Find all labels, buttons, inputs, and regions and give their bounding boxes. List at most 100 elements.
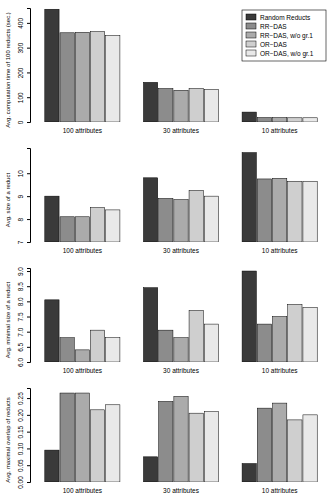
axis-title: Avg. maximal overlap of reducts: [5, 397, 11, 482]
tick-mark: [27, 347, 30, 348]
y-axis: 0 100 200 300 400: [17, 9, 31, 125]
bar: [257, 324, 271, 362]
bar: [303, 415, 317, 482]
category-label: 10 attributes: [262, 367, 299, 374]
category-label: 10 attributes: [262, 487, 299, 494]
tick: 300: [17, 42, 30, 53]
tick: 0.05: [17, 459, 30, 472]
tick: 7: [17, 240, 30, 244]
category-label: 30 attributes: [163, 487, 200, 494]
bars: [45, 393, 317, 482]
legend-label: OR−DAS, w/o gr.1: [260, 50, 314, 58]
tick: 0.10: [17, 442, 30, 455]
tick: 10: [17, 170, 30, 178]
axis-title: Avg. size of a reduct: [5, 173, 11, 228]
panel: 6.06.57.07.58.08.59.0Avg. minimal size o…: [5, 267, 318, 374]
legend-swatch: [246, 41, 256, 47]
tick-label: 0: [17, 120, 24, 124]
bar: [189, 310, 203, 362]
tick-label: 100: [17, 92, 24, 103]
bar: [242, 153, 256, 242]
bar: [143, 82, 157, 122]
bar: [45, 196, 59, 242]
bar: [106, 338, 120, 362]
tick: 8.5: [17, 282, 30, 291]
tick-mark: [27, 465, 30, 466]
tick-label: 9: [17, 194, 24, 198]
tick-label: 300: [17, 42, 24, 53]
tick-label: 8.5: [17, 282, 24, 291]
bar: [90, 208, 104, 242]
tick-mark: [27, 48, 30, 49]
category: 100 attributes: [63, 122, 103, 134]
axis-line: [27, 269, 31, 363]
category: 30 attributes: [163, 122, 200, 134]
bar: [90, 32, 104, 122]
bar: [273, 178, 287, 242]
tick-label: 10: [17, 170, 24, 178]
category: 100 attributes: [63, 242, 103, 254]
legend-swatch: [246, 14, 256, 20]
legend-label: OR−DAS: [260, 41, 288, 48]
tick: 6.0: [17, 358, 30, 367]
tick-mark: [27, 286, 30, 287]
bars: [45, 271, 317, 362]
bar: [204, 324, 218, 362]
bar: [257, 408, 271, 482]
bar: [204, 412, 218, 483]
bar: [106, 35, 120, 122]
bars: [45, 9, 317, 122]
legend-box: [242, 10, 326, 61]
tick: 200: [17, 67, 30, 78]
bar: [45, 300, 59, 362]
tick-label: 0.25: [17, 392, 24, 405]
y-axis: 7 8 9 10: [17, 149, 31, 245]
bar: [273, 118, 287, 122]
category: 10 attributes: [262, 362, 299, 374]
bar: [189, 89, 203, 122]
tick: 7.0: [17, 327, 30, 336]
tick-label: 7: [17, 240, 24, 244]
tick-mark: [27, 219, 30, 220]
tick-label: 0.15: [17, 425, 24, 438]
tick-mark: [27, 196, 30, 197]
tick: 0.15: [17, 425, 30, 438]
tick-mark: [27, 242, 30, 243]
tick-mark: [27, 482, 30, 483]
bar: [106, 210, 120, 242]
y-axis: 6.06.57.07.58.08.59.0: [17, 267, 31, 367]
tick-mark: [27, 415, 30, 416]
bar: [273, 403, 287, 482]
bar: [159, 89, 173, 122]
tick: 0.00: [17, 476, 30, 489]
bar: [174, 90, 188, 122]
tick-mark: [27, 362, 30, 363]
tick-label: 7.0: [17, 327, 24, 336]
bar: [90, 330, 104, 362]
category-label: 100 attributes: [63, 487, 103, 494]
bar: [288, 181, 302, 242]
panel: 0100200300400Avg. computation time of 10…: [5, 9, 326, 134]
bar: [273, 317, 287, 362]
tick: 8: [17, 217, 30, 221]
tick: 7.5: [17, 312, 30, 321]
x-axis: 100 attributes30 attributes10 attributes: [63, 362, 299, 374]
bar: [60, 393, 74, 482]
legend-swatch: [246, 23, 256, 29]
bar: [159, 401, 173, 482]
category: 100 attributes: [63, 362, 103, 374]
y-axis: 0.00 0.05 0.10 0.15 0.20 0.25: [17, 389, 31, 489]
bar: [303, 307, 317, 362]
tick: 8.0: [17, 297, 30, 306]
tick: 9.0: [17, 267, 30, 276]
tick: 400: [17, 18, 30, 29]
bar: [60, 338, 74, 362]
tick-label: 0.20: [17, 409, 24, 422]
category-label: 100 attributes: [63, 367, 103, 374]
bar: [45, 450, 59, 482]
tick-label: 0.00: [17, 476, 24, 489]
tick-label: 8: [17, 217, 24, 221]
category-label: 100 attributes: [63, 247, 103, 254]
figure: 0100200300400Avg. computation time of 10…: [0, 0, 334, 500]
tick-mark: [27, 332, 30, 333]
